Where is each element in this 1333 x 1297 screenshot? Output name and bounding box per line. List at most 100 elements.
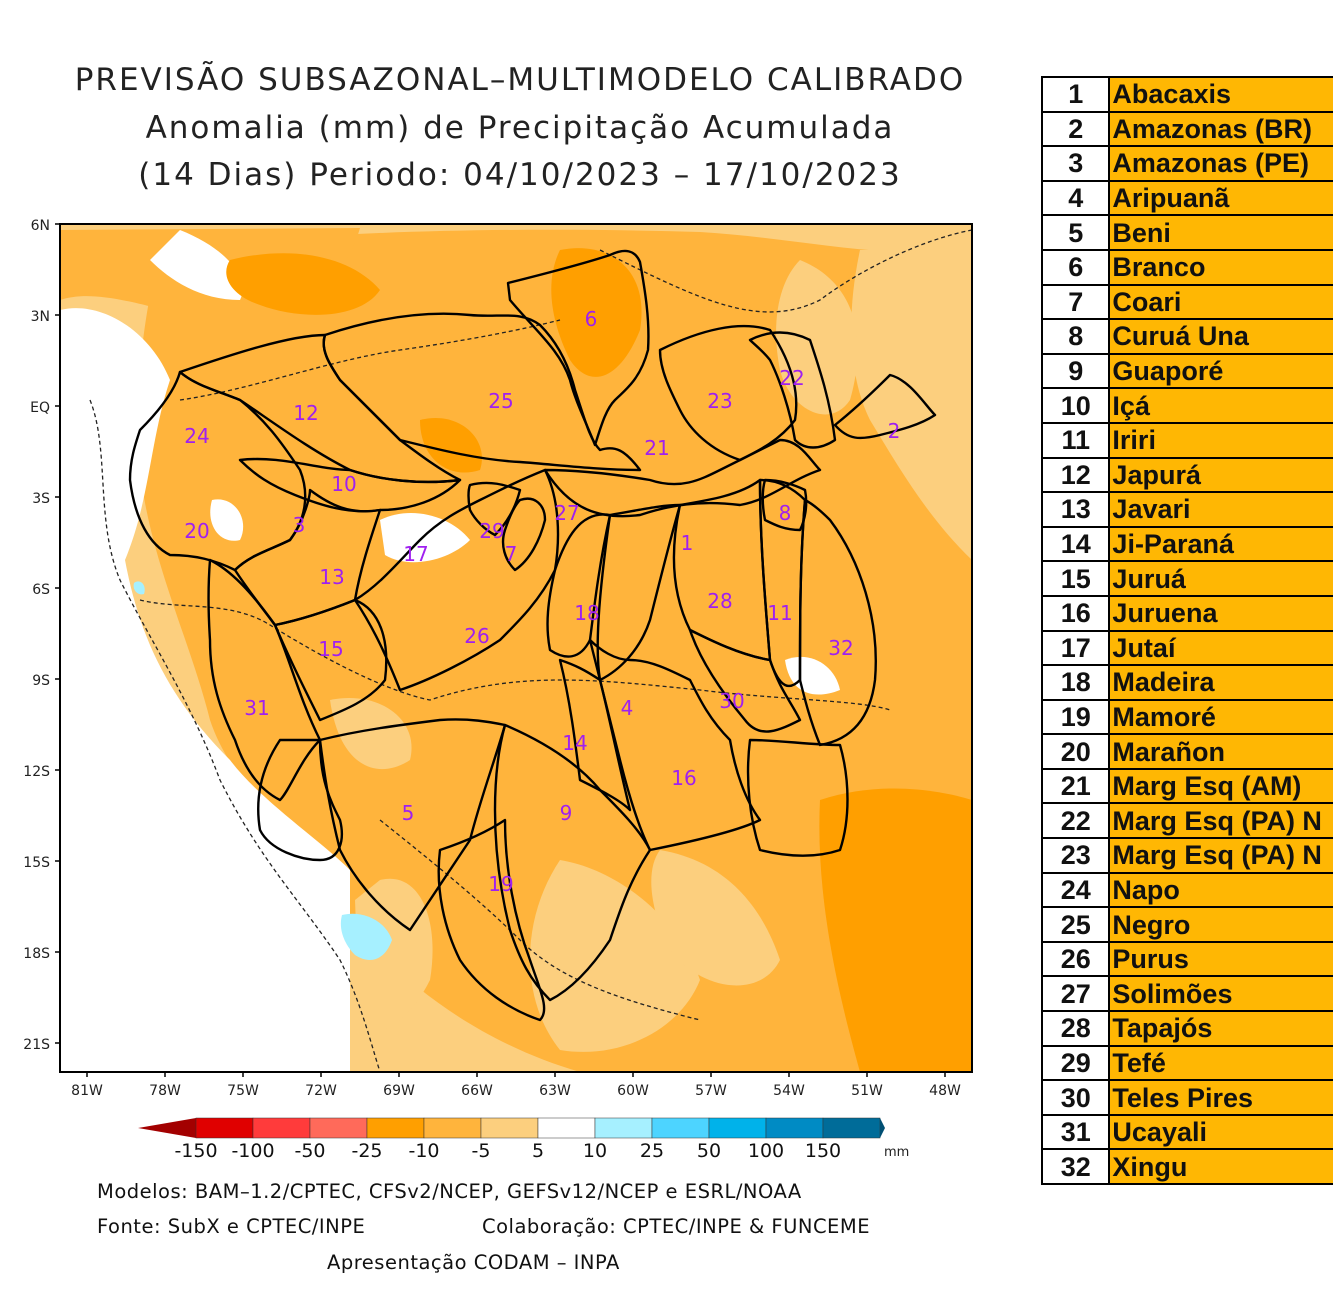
basin-label: 13 (319, 565, 344, 589)
colorbar-unit: mm (884, 1145, 909, 1160)
legend-basin-number: 27 (1040, 975, 1111, 1013)
colorbar-swatch (708, 1117, 767, 1139)
legend-basin-number: 11 (1040, 421, 1111, 459)
lon-label: 78W (149, 1083, 181, 1099)
basin-label: 20 (184, 519, 209, 543)
colorbar-swatch (309, 1117, 368, 1139)
colorbar-label: -50 (294, 1140, 325, 1162)
legend-basin-name: Solimões (1108, 975, 1333, 1013)
legend-row: 30 Teles Pires (1040, 1079, 1333, 1116)
legend-basin-number: 2 (1040, 110, 1111, 148)
legend-basin-name: Branco (1108, 248, 1333, 286)
legend-row: 8 Curuá Una (1040, 318, 1333, 355)
lat-label: 9S (32, 673, 50, 689)
colorbar-swatch (195, 1117, 254, 1139)
legend-basin-number: 1 (1040, 76, 1111, 113)
map-subtitle: Anomalia (mm) de Precipitação Acumulada (145, 110, 895, 146)
legend-basin-number: 20 (1040, 733, 1111, 770)
legend-row: 5 Beni (1040, 214, 1333, 251)
basin-label: 18 (574, 601, 599, 625)
legend-basin-name: Juruá (1108, 560, 1333, 597)
legend-basin-name: Amazonas (BR) (1108, 110, 1333, 148)
latitude-labels: 6N 3N EQ 3S 6S 9S 12S 15S 18S 21S (23, 218, 50, 1053)
basin-number-labels: 1 2 3 4 5 6 7 8 9 10 11 12 13 14 15 16 1… (184, 307, 900, 896)
legend-row: 29 Tefé (1040, 1044, 1333, 1082)
legend-basin-name: Aripuanã (1108, 179, 1333, 217)
colorbar-label: -150 (174, 1140, 217, 1162)
legend-basin-name: Marg Esq (PA) N (1108, 802, 1333, 840)
lon-label: 75W (227, 1083, 259, 1099)
legend-row: 22 Marg Esq (PA) N (1040, 802, 1333, 840)
colorbar-label: -100 (231, 1140, 274, 1162)
legend-basin-name: Juruena (1108, 594, 1333, 632)
legend-basin-number: 8 (1040, 318, 1111, 355)
lon-label: 72W (305, 1083, 337, 1099)
basin-label: 23 (707, 389, 732, 413)
legend-basin-name: Mamoré (1108, 698, 1333, 736)
legend-row: 13 Javari (1040, 491, 1333, 528)
basin-label: 21 (644, 436, 669, 460)
legend-basin-number: 21 (1040, 767, 1111, 805)
basin-label: 9 (560, 801, 573, 825)
legend-basin-name: Javari (1108, 491, 1333, 528)
basin-label: 30 (719, 689, 744, 713)
lat-label: 12S (23, 764, 50, 780)
legend-row: 17 Jutaí (1040, 629, 1333, 667)
legend-basin-name: Teles Pires (1108, 1079, 1333, 1116)
lon-label: 66W (461, 1083, 493, 1099)
colorbar-label: 25 (640, 1140, 664, 1162)
colorbar-label: 150 (805, 1140, 841, 1162)
legend-row: 7 Coari (1040, 283, 1333, 321)
legend-basin-number: 13 (1040, 491, 1111, 528)
legend-row: 12 Japurá (1040, 456, 1333, 494)
basin-label: 10 (331, 472, 356, 496)
legend-row: 1 Abacaxis (1040, 76, 1333, 113)
legend-basin-number: 31 (1040, 1113, 1111, 1151)
colorbar-swatch (252, 1117, 311, 1139)
legend-row: 6 Branco (1040, 248, 1333, 286)
legend-row: 4 Aripuanã (1040, 179, 1333, 217)
legend-basin-name: Napo (1108, 871, 1333, 909)
basin-legend-table: 1 Abacaxis 2 Amazonas (BR) 3 Amazonas (PE) 4 Ar… (1040, 76, 1333, 1185)
longitude-labels: 81W 78W 75W 72W 69W 66W 63W 60W 57W 54W … (71, 1083, 961, 1099)
legend-basin-name: Jutaí (1108, 629, 1333, 667)
basin-label: 32 (828, 636, 853, 660)
legend-basin-name: Xingu (1108, 1148, 1333, 1185)
legend-basin-name: Marg Esq (AM) (1108, 767, 1333, 805)
legend-row: 32 Xingu (1040, 1148, 1333, 1185)
colorbar: -150 -100 -50 -25 -10 -5 5 10 25 50 100 … (138, 1117, 909, 1162)
basin-label: 8 (779, 501, 792, 525)
basin-label: 2 (888, 419, 901, 443)
colorbar-label: 10 (583, 1140, 607, 1162)
legend-basin-number: 28 (1040, 1010, 1111, 1047)
basin-label: 12 (293, 401, 318, 425)
legend-row: 21 Marg Esq (AM) (1040, 767, 1333, 805)
basin-label: 31 (244, 696, 269, 720)
legend-basin-name: Japurá (1108, 456, 1333, 494)
lon-label: 63W (539, 1083, 571, 1099)
colorbar-label: 50 (697, 1140, 721, 1162)
basin-label: 24 (184, 424, 209, 448)
legend-basin-number: 30 (1040, 1079, 1111, 1116)
colorbar-label: -25 (351, 1140, 382, 1162)
legend-row: 28 Tapajós (1040, 1010, 1333, 1047)
lat-label: 3N (31, 309, 50, 325)
basin-label: 27 (554, 501, 579, 525)
legend-row: 23 Marg Esq (PA) N (1040, 837, 1333, 874)
legend-basin-name: Ucayali (1108, 1113, 1333, 1151)
lat-label: EQ (30, 400, 50, 416)
legend-basin-number: 3 (1040, 145, 1111, 182)
basin-label: 28 (707, 589, 732, 613)
legend-basin-number: 26 (1040, 940, 1111, 978)
legend-basin-number: 6 (1040, 248, 1111, 286)
legend-row: 2 Amazonas (BR) (1040, 110, 1333, 148)
legend-basin-number: 32 (1040, 1148, 1111, 1185)
legend-basin-name: Guaporé (1108, 352, 1333, 390)
legend-row: 19 Mamoré (1040, 698, 1333, 736)
lon-label: 57W (695, 1083, 727, 1099)
colorbar-swatch (594, 1117, 653, 1139)
colorbar-swatch (480, 1117, 539, 1139)
basin-label: 29 (479, 519, 504, 543)
legend-basin-number: 25 (1040, 906, 1111, 943)
colorbar-swatch (537, 1117, 596, 1139)
